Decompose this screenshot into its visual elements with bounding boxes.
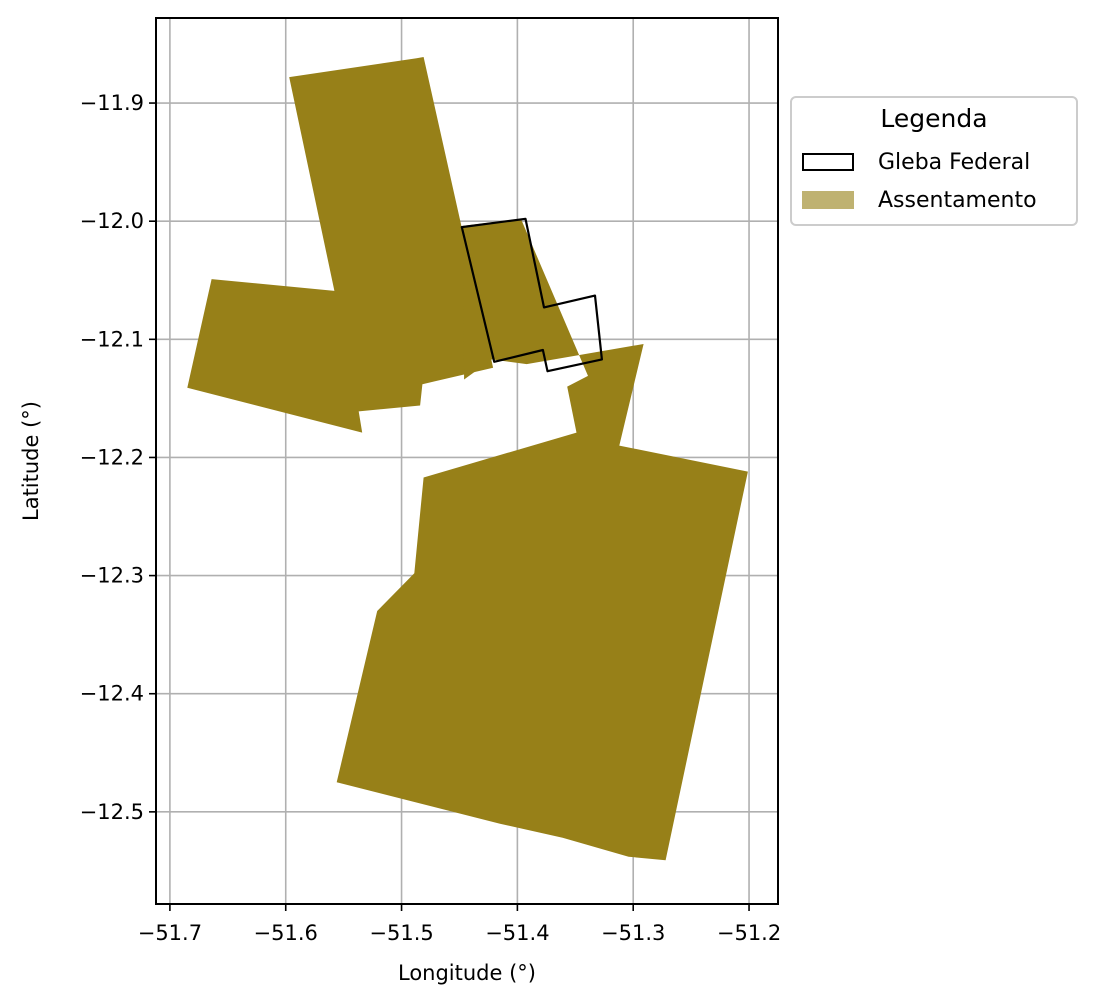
assentamento-layer [187, 57, 748, 860]
legend-swatch-outline [802, 153, 854, 171]
legend-swatch-fill [802, 191, 854, 209]
y-tick-label: −11.9 [80, 91, 144, 115]
y-axis-ticks: −11.9 −12.0 −12.1 −12.2 −12.3 −12.4 −12.5 [80, 91, 156, 824]
legend-label: Gleba Federal [878, 150, 1030, 175]
y-tick-label: −12.2 [80, 445, 144, 469]
assentamento-polygon [187, 57, 493, 433]
legend-item-assentamento: Assentamento [802, 188, 1072, 214]
x-tick-label: −51.7 [138, 921, 202, 945]
y-axis-label: Latitude (°) [19, 401, 43, 521]
x-tick-label: −51.4 [485, 921, 549, 945]
y-tick-label: −12.0 [80, 209, 144, 233]
y-tick-label: −12.5 [80, 800, 144, 824]
x-tick-label: −51.3 [601, 921, 665, 945]
legend-label: Assentamento [878, 188, 1037, 213]
legend-item-gleba-federal: Gleba Federal [802, 150, 1072, 176]
y-tick-label: −12.1 [80, 327, 144, 351]
legend-title: Legenda [792, 104, 1076, 133]
y-tick-label: −12.3 [80, 564, 144, 588]
y-tick-label: −12.4 [80, 682, 144, 706]
x-axis-label: Longitude (°) [398, 961, 536, 985]
legend: Legenda Gleba Federal Assentamento [790, 96, 1078, 226]
x-tick-label: −51.2 [717, 921, 781, 945]
x-tick-label: −51.5 [369, 921, 433, 945]
x-axis-ticks: −51.7 −51.6 −51.5 −51.4 −51.3 −51.2 [138, 904, 782, 945]
x-tick-label: −51.6 [254, 921, 318, 945]
